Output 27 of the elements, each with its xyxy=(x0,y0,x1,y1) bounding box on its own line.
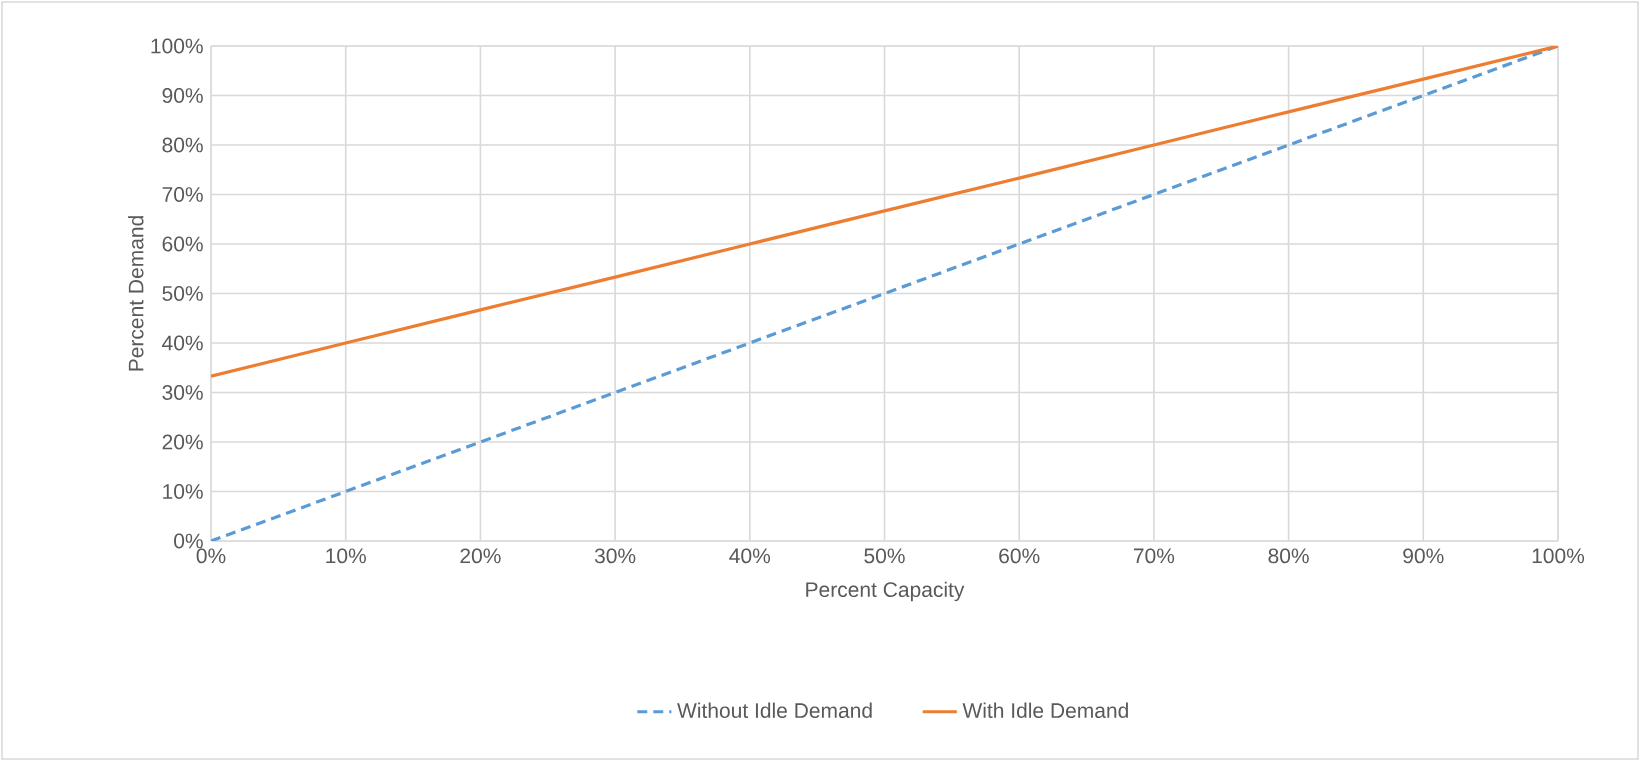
y-tick-label: 80% xyxy=(162,137,203,153)
y-tick-label: 70% xyxy=(162,187,203,202)
y-tick-label: 40% xyxy=(162,335,203,351)
y-tick-label: 100% xyxy=(151,38,203,54)
y-tick-label: 50% xyxy=(162,286,203,301)
x-tick-label: 90% xyxy=(1403,548,1444,564)
legend-label: Without Idle Demand xyxy=(677,702,872,719)
x-tick-label: 100% xyxy=(1532,548,1585,564)
y-tick-label: 10% xyxy=(163,484,203,499)
x-tick-label: 80% xyxy=(1268,548,1309,564)
x-tick-label: 0% xyxy=(196,548,226,564)
y-tick-label: 30% xyxy=(162,385,203,400)
y-tick-label: 90% xyxy=(162,88,203,103)
x-tick-label: 70% xyxy=(1133,548,1175,564)
x-tick-label: 40% xyxy=(729,548,771,564)
y-axis-title: Percent Demand xyxy=(128,216,144,371)
y-tick-label: 60% xyxy=(162,236,203,252)
x-tick-label: 20% xyxy=(460,548,501,564)
x-axis-title: Percent Capacity xyxy=(806,581,965,602)
x-tick-label: 10% xyxy=(326,548,366,564)
x-tick-label: 50% xyxy=(864,548,905,564)
x-tick-label: 30% xyxy=(594,548,636,564)
y-tick-label: 20% xyxy=(162,434,203,450)
legend-label: With Idle Demand xyxy=(962,702,1128,719)
line-series xyxy=(211,46,1558,378)
x-tick-label: 60% xyxy=(999,548,1040,564)
y-tick-label: 0% xyxy=(174,533,203,549)
